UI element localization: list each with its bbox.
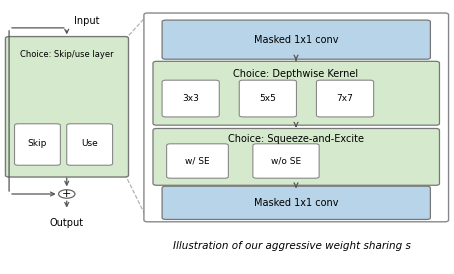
Text: Input: Input — [74, 16, 99, 26]
FancyBboxPatch shape — [162, 80, 219, 117]
FancyBboxPatch shape — [162, 20, 430, 59]
Text: 5x5: 5x5 — [259, 94, 276, 103]
Text: Choice: Depthwise Kernel: Choice: Depthwise Kernel — [233, 69, 359, 79]
Text: Choice: Squeeze-and-Excite: Choice: Squeeze-and-Excite — [228, 134, 364, 144]
FancyBboxPatch shape — [153, 61, 439, 125]
FancyBboxPatch shape — [67, 124, 113, 165]
FancyBboxPatch shape — [144, 13, 449, 222]
FancyBboxPatch shape — [15, 124, 60, 165]
FancyBboxPatch shape — [239, 80, 296, 117]
Text: Masked 1x1 conv: Masked 1x1 conv — [254, 198, 338, 208]
Circle shape — [59, 190, 75, 198]
Text: +: + — [62, 189, 71, 199]
Text: w/ SE: w/ SE — [185, 156, 210, 165]
Text: 3x3: 3x3 — [182, 94, 199, 103]
FancyBboxPatch shape — [253, 144, 319, 178]
Text: 7x7: 7x7 — [336, 94, 354, 103]
Text: w/o SE: w/o SE — [271, 156, 301, 165]
FancyBboxPatch shape — [5, 37, 128, 177]
Text: Use: Use — [81, 139, 98, 148]
Text: Choice: Skip/use layer: Choice: Skip/use layer — [20, 50, 114, 59]
Text: Skip: Skip — [28, 139, 47, 148]
Text: Masked 1x1 conv: Masked 1x1 conv — [254, 35, 338, 45]
FancyBboxPatch shape — [162, 186, 430, 219]
FancyBboxPatch shape — [167, 144, 228, 178]
Text: Illustration of our aggressive weight sharing s: Illustration of our aggressive weight sh… — [173, 241, 410, 250]
FancyBboxPatch shape — [316, 80, 374, 117]
Text: Output: Output — [49, 218, 84, 229]
FancyBboxPatch shape — [153, 129, 439, 185]
